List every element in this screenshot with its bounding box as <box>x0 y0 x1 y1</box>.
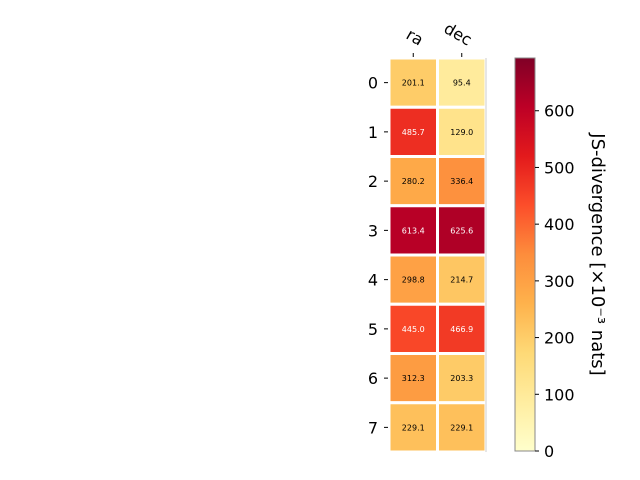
row-tick-labels: 0 1 2 3 4 5 6 7 <box>368 74 388 437</box>
colorbar-tick-label: 100 <box>544 385 575 404</box>
cell-value-label: 229.1 <box>402 423 425 432</box>
row-tick-label: 1 <box>368 123 378 142</box>
colorbar-tick-label: 0 <box>544 442 554 461</box>
cell-value-label: 445.0 <box>402 325 425 334</box>
cell-value-label: 229.1 <box>450 423 473 432</box>
cell-value-label: 214.7 <box>450 276 473 285</box>
row-tick-label: 7 <box>368 418 378 437</box>
heatmap-cell <box>436 253 488 306</box>
row-tick-label: 6 <box>368 369 378 388</box>
colorbar: 0 100 200 300 400 500 600 JS-divergence [×10⁻³ … <box>514 57 608 461</box>
colorbar-gradient <box>514 57 536 452</box>
colorbar-tick-label: 400 <box>544 215 575 234</box>
cell-value-label: 485.7 <box>402 128 425 137</box>
colorbar-tick-label: 300 <box>544 272 575 291</box>
column-tick-label: dec <box>441 19 475 50</box>
cell-value-label: 280.2 <box>402 177 425 186</box>
cell-value-label: 95.4 <box>453 79 471 88</box>
row-tick-label: 2 <box>368 172 378 191</box>
cell-value-label: 613.4 <box>402 226 425 235</box>
heatmap-cells: 201.1 95.4 485.7 129.0 280.2 336.4 613.4 625.6 2… <box>387 56 488 454</box>
column-tick-label: ra <box>403 25 427 50</box>
heatmap-cell <box>436 401 488 454</box>
cell-value-label: 203.3 <box>450 374 473 383</box>
row-tick-label: 5 <box>368 320 378 339</box>
cell-value-label: 312.3 <box>402 374 425 383</box>
cell-value-label: 201.1 <box>402 79 425 88</box>
row-tick-label: 4 <box>368 271 378 290</box>
cell-value-label: 298.8 <box>402 276 425 285</box>
colorbar-tick-label: 600 <box>544 102 575 121</box>
column-tick-labels: ra dec <box>403 19 475 57</box>
cell-value-label: 336.4 <box>450 177 473 186</box>
colorbar-label: JS-divergence [×10⁻³ nats] <box>587 132 608 375</box>
row-tick-label: 3 <box>368 221 378 240</box>
cell-value-label: 466.9 <box>450 325 473 334</box>
cell-value-label: 625.6 <box>450 226 473 235</box>
colorbar-tick-label: 500 <box>544 158 575 177</box>
cell-value-label: 129.0 <box>450 128 473 137</box>
heatmap-cell <box>436 204 488 257</box>
colorbar-tick-label: 200 <box>544 329 575 348</box>
row-tick-label: 0 <box>368 74 378 93</box>
